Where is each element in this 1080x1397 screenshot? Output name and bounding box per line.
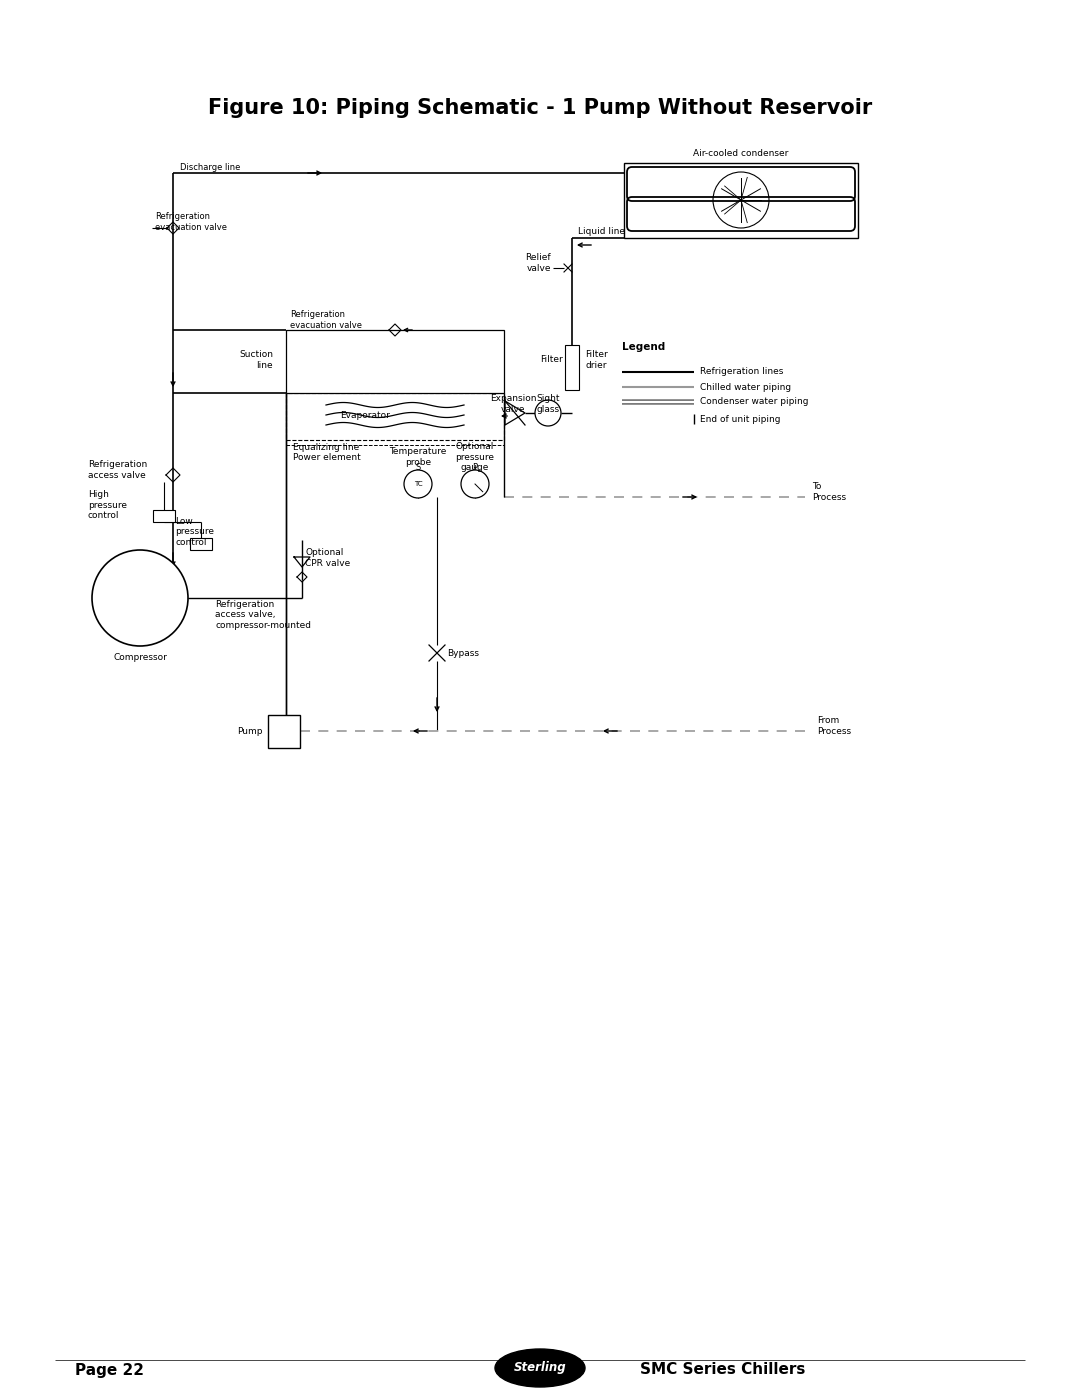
Circle shape: [535, 400, 561, 426]
Bar: [268, 715, 300, 747]
Text: Figure 10: Piping Schematic - 1 Pump Without Reservoir: Figure 10: Piping Schematic - 1 Pump Wit…: [207, 98, 873, 117]
Text: Bypass: Bypass: [447, 648, 480, 658]
Text: Expansion
valve: Expansion valve: [489, 394, 537, 414]
Text: Suction
line: Suction line: [239, 351, 273, 370]
Text: Relief
valve: Relief valve: [525, 253, 551, 272]
Text: Refrigeration
evacuation valve: Refrigeration evacuation valve: [156, 212, 227, 232]
Text: SMC Series Chillers: SMC Series Chillers: [640, 1362, 806, 1377]
Text: Legend: Legend: [622, 342, 665, 352]
Bar: [624, 163, 858, 237]
Text: Discharge line: Discharge line: [180, 162, 241, 172]
Bar: [286, 330, 504, 393]
Text: Air-cooled condenser: Air-cooled condenser: [693, 148, 788, 158]
Text: P: P: [472, 464, 477, 472]
Text: Filter
drier: Filter drier: [585, 351, 608, 370]
Text: Liquid line: Liquid line: [578, 228, 625, 236]
Text: Compressor: Compressor: [113, 654, 167, 662]
Circle shape: [461, 469, 489, 497]
Text: High
pressure
control: High pressure control: [87, 490, 127, 520]
Circle shape: [404, 469, 432, 497]
Text: Temperature
probe: Temperature probe: [389, 447, 447, 467]
Text: Chilled water piping: Chilled water piping: [700, 383, 792, 391]
Text: Evaporator: Evaporator: [340, 412, 390, 420]
Text: To
Process: To Process: [812, 482, 846, 502]
Text: Refrigeration
access valve: Refrigeration access valve: [87, 460, 147, 479]
Bar: [190, 538, 212, 550]
Circle shape: [92, 550, 188, 645]
Text: Refrigeration lines: Refrigeration lines: [700, 367, 783, 377]
Bar: [565, 345, 579, 390]
Ellipse shape: [495, 1350, 585, 1387]
Text: Optional
CPR valve: Optional CPR valve: [305, 548, 350, 567]
Text: Pump: Pump: [238, 726, 264, 735]
Text: Power element: Power element: [293, 453, 361, 461]
Text: Refrigeration
evacuation valve: Refrigeration evacuation valve: [291, 310, 362, 330]
Text: From
Process: From Process: [816, 717, 851, 736]
Text: Refrigeration
access valve,
compressor-mounted: Refrigeration access valve, compressor-m…: [215, 601, 311, 630]
Text: Filter: Filter: [540, 355, 563, 365]
Text: TC: TC: [414, 481, 422, 488]
Bar: [153, 510, 175, 522]
Text: End of unit piping: End of unit piping: [700, 415, 781, 425]
Bar: [286, 393, 504, 440]
Text: Sterling: Sterling: [514, 1362, 566, 1375]
Text: Sight
glass: Sight glass: [537, 394, 559, 414]
Text: Equalizing line: Equalizing line: [293, 443, 360, 451]
Text: Condenser water piping: Condenser water piping: [700, 398, 809, 407]
Text: Optional
pressure
gauge: Optional pressure gauge: [456, 441, 495, 472]
Text: Low
pressure
control: Low pressure control: [175, 517, 214, 546]
Text: S: S: [416, 464, 420, 472]
Text: Page 22: Page 22: [75, 1362, 144, 1377]
